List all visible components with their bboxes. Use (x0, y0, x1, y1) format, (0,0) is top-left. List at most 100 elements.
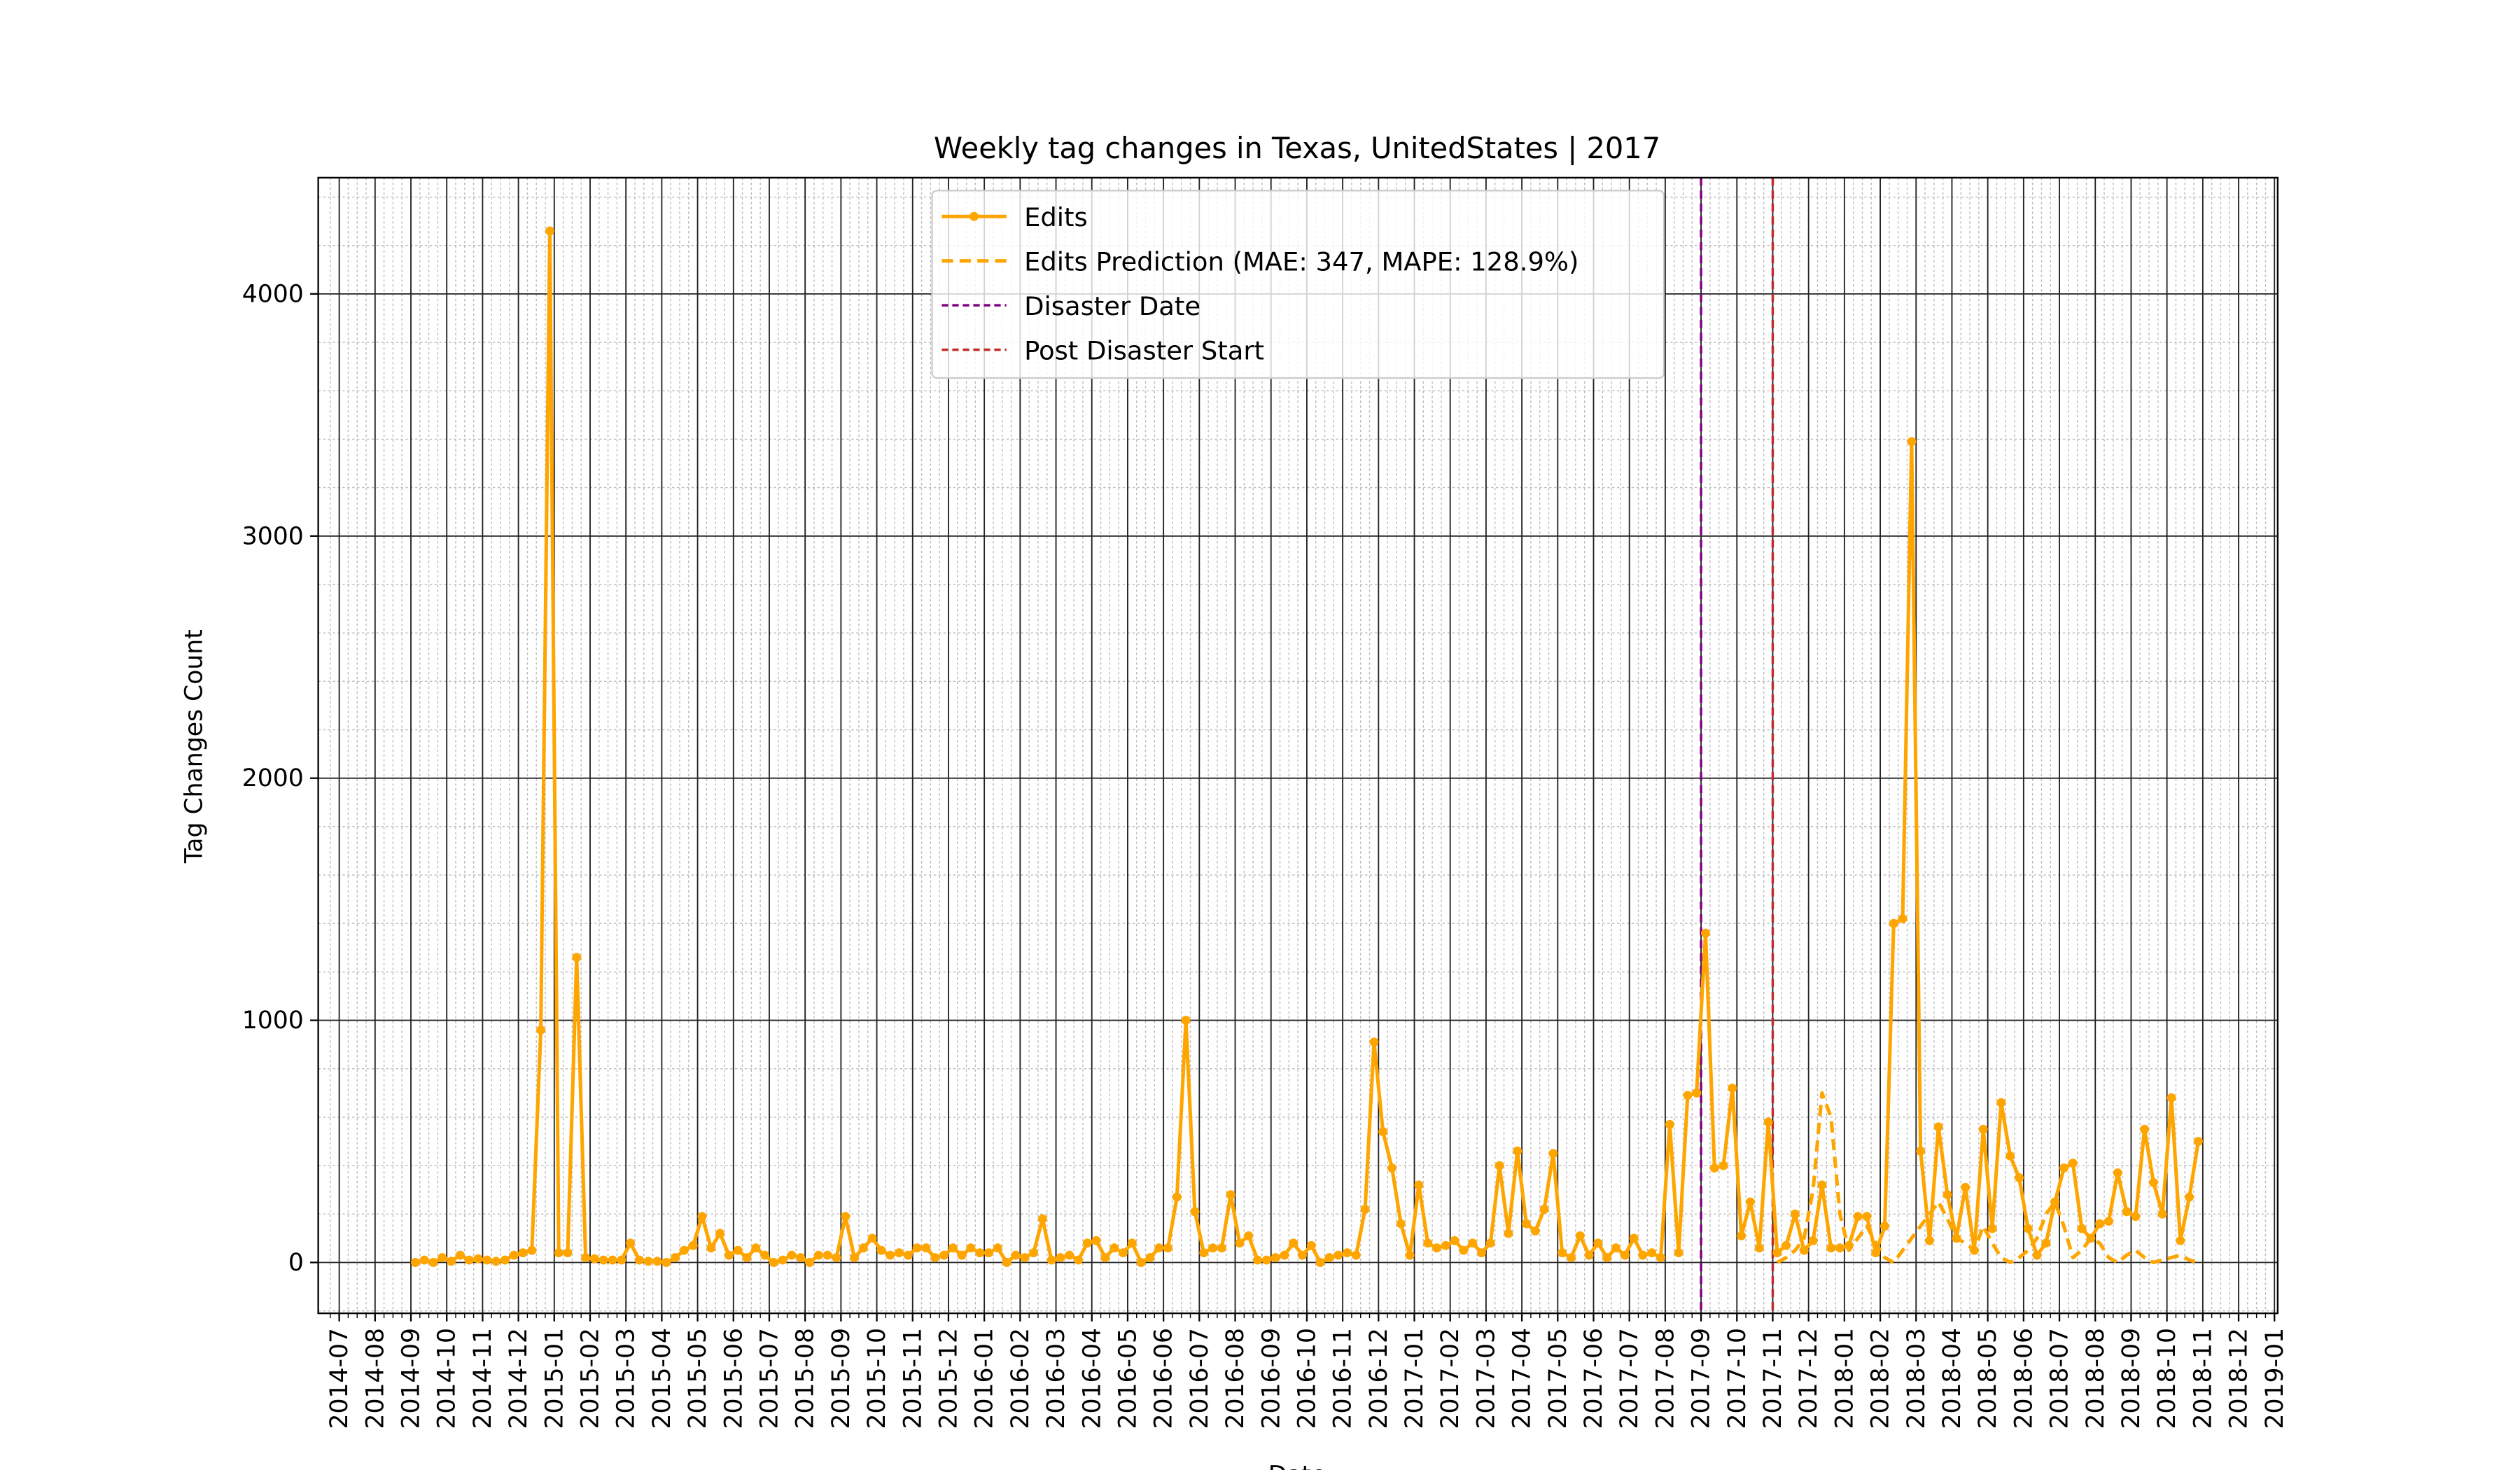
data-point (581, 1253, 591, 1263)
data-point (895, 1248, 904, 1258)
data-point (1656, 1253, 1665, 1263)
x-tick-label: 2018-12 (2225, 1328, 2253, 1429)
legend-box (931, 190, 1665, 379)
data-point (1414, 1180, 1424, 1190)
x-tick-label: 2017-09 (1688, 1328, 1716, 1429)
x-tick-label: 2017-04 (1508, 1328, 1536, 1429)
data-point (993, 1243, 1002, 1253)
data-point (1235, 1238, 1245, 1248)
data-point (778, 1255, 788, 1265)
data-point (975, 1248, 985, 1258)
data-point (1629, 1233, 1639, 1243)
data-point (1880, 1222, 1889, 1231)
data-point (652, 1256, 662, 1266)
data-point (1324, 1253, 1334, 1263)
data-point (697, 1212, 707, 1222)
data-point (1423, 1238, 1433, 1248)
data-point (1916, 1146, 1926, 1156)
data-point (2122, 1207, 2132, 1217)
data-point (1065, 1250, 1074, 1260)
x-tick-label: 2014-09 (398, 1328, 426, 1429)
data-point (1136, 1258, 1146, 1267)
data-point (2041, 1238, 2051, 1248)
data-point (563, 1248, 573, 1258)
x-tick-label: 2017-12 (1795, 1328, 1823, 1429)
data-point (1772, 1248, 1782, 1258)
data-point (1889, 918, 1898, 928)
x-tick-label: 2016-07 (1186, 1328, 1214, 1429)
data-point (2059, 1163, 2068, 1173)
y-axis-label: Tag Changes Count (180, 629, 208, 864)
data-point (608, 1255, 617, 1265)
x-tick-label: 2014-10 (433, 1328, 461, 1429)
data-point (1351, 1250, 1361, 1260)
chart-title: Weekly tag changes in Texas, UnitedState… (934, 131, 1660, 165)
data-point (1558, 1248, 1567, 1258)
x-tick-label: 2018-01 (1830, 1328, 1858, 1429)
data-point (867, 1233, 877, 1243)
y-tick-label: 1000 (242, 1007, 304, 1035)
x-tick-label: 2016-03 (1042, 1328, 1070, 1429)
data-point (1441, 1240, 1450, 1250)
x-tick-label: 2017-11 (1759, 1328, 1787, 1429)
data-point (850, 1253, 860, 1263)
axes-frame (317, 176, 2278, 1315)
data-point (1593, 1238, 1603, 1248)
data-point (2005, 1151, 2015, 1161)
data-point (1978, 1124, 1988, 1134)
x-tick-label: 2018-11 (2189, 1328, 2217, 1429)
data-point (2113, 1168, 2122, 1177)
y-tick-label: 2000 (242, 764, 304, 792)
x-tick-label: 2018-06 (2010, 1328, 2038, 1429)
y-tick-label: 0 (288, 1249, 304, 1277)
data-point (1925, 1236, 1934, 1245)
data-point (1253, 1255, 1262, 1265)
data-point (1862, 1212, 1872, 1222)
data-point (1826, 1243, 1836, 1253)
data-point (1898, 913, 1907, 923)
x-tick-label: 2017-08 (1651, 1328, 1679, 1429)
data-point (1996, 1098, 2006, 1107)
data-point (706, 1243, 716, 1253)
data-point (1539, 1204, 1549, 1214)
legend-label: Disaster Date (1024, 291, 1200, 321)
data-point (1782, 1240, 1791, 1250)
data-point (1046, 1255, 1056, 1265)
data-point (1002, 1258, 1011, 1267)
data-point (1172, 1192, 1182, 1202)
data-point (536, 1025, 546, 1035)
data-point (1298, 1250, 1307, 1260)
legend-label: Edits Prediction (MAE: 347, MAPE: 128.9%… (1024, 247, 1578, 277)
x-tick-label: 2018-04 (1938, 1328, 1966, 1429)
data-point (1020, 1253, 1030, 1263)
data-point (1548, 1149, 1558, 1158)
data-point (957, 1250, 967, 1260)
data-point (1522, 1219, 1531, 1228)
x-tick-label: 2015-11 (899, 1328, 927, 1429)
data-point (1817, 1180, 1827, 1190)
data-point (822, 1250, 832, 1260)
data-point (787, 1250, 797, 1260)
data-point (1037, 1214, 1047, 1224)
data-point (1163, 1243, 1172, 1253)
x-tick-label: 2015-10 (863, 1328, 891, 1429)
data-point (2193, 1137, 2203, 1147)
data-point (1737, 1231, 1746, 1240)
data-point (598, 1255, 608, 1265)
data-point (1718, 1161, 1728, 1170)
data-point (509, 1250, 519, 1260)
data-point (1791, 1209, 1800, 1219)
data-point (912, 1243, 922, 1253)
data-point (742, 1253, 752, 1263)
x-tick-label: 2015-12 (934, 1328, 962, 1429)
data-point (1575, 1231, 1585, 1240)
data-point (1029, 1248, 1039, 1258)
data-point (2050, 1197, 2060, 1207)
data-point (617, 1255, 626, 1265)
x-tick-label: 2017-01 (1401, 1328, 1429, 1429)
data-point (1100, 1253, 1110, 1263)
series-line (1776, 1091, 2199, 1265)
data-point (1942, 1190, 1952, 1200)
